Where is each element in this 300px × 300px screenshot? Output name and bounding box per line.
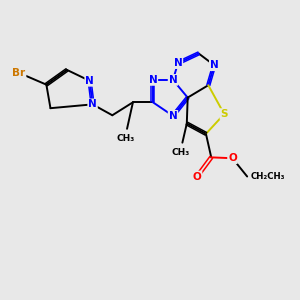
Text: O: O <box>228 153 237 163</box>
Text: S: S <box>220 109 228 119</box>
Text: N: N <box>210 60 219 70</box>
Text: N: N <box>88 99 97 110</box>
Text: N: N <box>174 58 182 68</box>
Text: O: O <box>193 172 202 182</box>
Text: CH₂CH₃: CH₂CH₃ <box>251 172 285 181</box>
Text: N: N <box>169 111 177 121</box>
Text: Br: Br <box>12 68 26 78</box>
Text: N: N <box>85 76 94 86</box>
Text: CH₃: CH₃ <box>172 148 190 157</box>
Text: N: N <box>169 75 177 85</box>
Text: CH₃: CH₃ <box>116 134 135 143</box>
Text: N: N <box>148 75 157 85</box>
